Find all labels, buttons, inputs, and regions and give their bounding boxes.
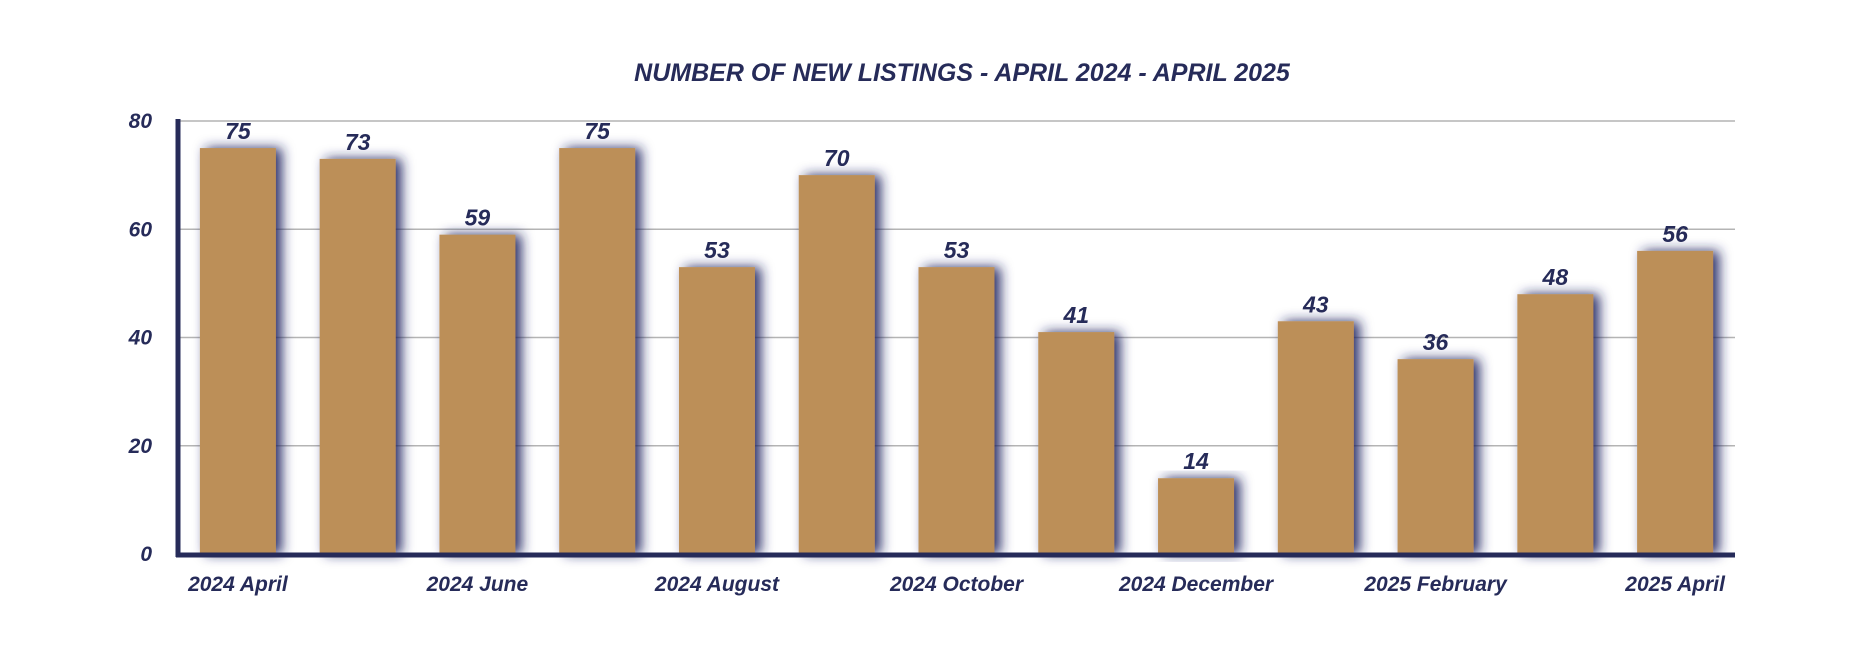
x-tick-label-0: 2024 April [187,573,289,596]
data-label-7: 41 [1062,302,1089,328]
y-tick-label-20: 20 [128,435,153,458]
data-label-0: 75 [225,118,252,144]
y-tick-label-80: 80 [129,110,153,133]
bar-4 [678,267,755,554]
data-label-9: 43 [1302,291,1329,317]
x-tick-label-6: 2024 October [889,573,1025,596]
bar-11 [1517,294,1594,554]
data-label-1: 73 [345,129,371,155]
bar-0 [199,148,276,554]
y-tick-label-0: 0 [140,543,152,566]
y-tick-label-40: 40 [128,327,153,350]
axes [175,119,1735,558]
data-label-11: 48 [1542,264,1569,290]
x-tick-label-8: 2024 December [1118,573,1275,596]
data-label-8: 14 [1183,448,1209,474]
bar-3 [559,148,636,554]
x-tick-label-4: 2024 August [654,573,780,596]
x-tick-label-10: 2025 February [1363,573,1508,596]
data-label-6: 53 [944,237,970,263]
data-label-12: 56 [1662,221,1688,247]
data-label-10: 36 [1423,329,1449,355]
x-tick-label-2: 2024 June [426,573,529,596]
y-axis-ticks: 0 20 40 60 80 [128,110,153,566]
bar-10 [1397,359,1474,554]
bar-6 [918,267,995,554]
bar-7 [1038,332,1115,554]
x-tick-label-12: 2025 April [1624,573,1726,596]
bar-12 [1637,250,1714,554]
data-label-3: 75 [584,118,611,144]
bar-2 [439,234,516,554]
bar-9 [1277,321,1354,554]
chart-title: NUMBER OF NEW LISTINGS - APRIL 2024 - AP… [634,59,1291,87]
bar-8 [1158,478,1235,554]
bar-1 [319,158,396,554]
bar-5 [798,175,875,554]
data-label-2: 59 [465,205,491,231]
data-label-5: 70 [824,145,850,171]
bars [199,148,1714,554]
x-axis-ticks: 2024 April 2024 June 2024 August 2024 Octob… [187,573,1726,596]
y-tick-label-60: 60 [129,218,153,241]
data-label-4: 53 [704,237,730,263]
data-labels: 75 73 59 75 53 70 53 41 14 43 36 48 56 [225,118,1688,474]
